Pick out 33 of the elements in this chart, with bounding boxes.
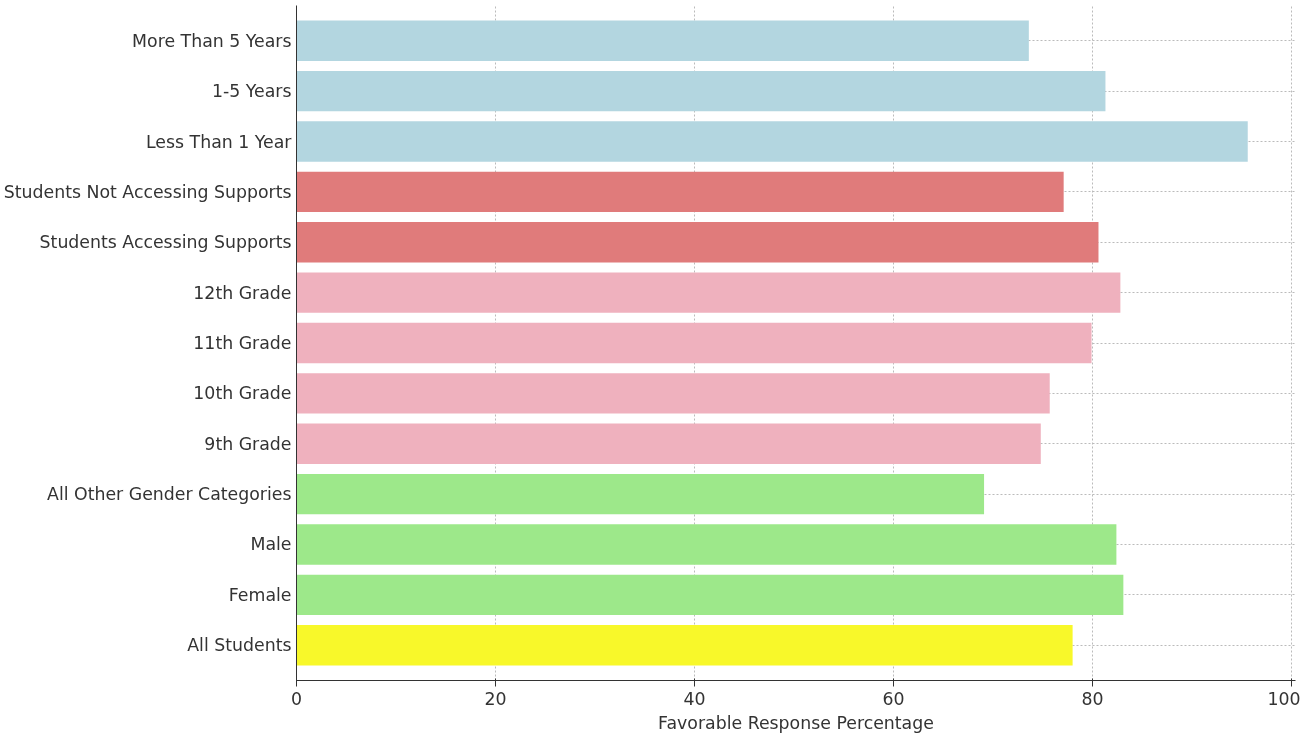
bar [296,121,1248,162]
bar [296,423,1041,464]
bar [296,473,985,515]
x-tick-label: 20 [484,688,507,709]
y-tick-label: Male [250,534,292,555]
y-tick-label: All Other Gender Categories [47,484,292,505]
x-tick-label: 40 [683,688,706,709]
y-tick-label: Less Than 1 Year [146,131,293,152]
bar [296,272,1121,313]
bar [296,625,1073,666]
bar [296,322,1092,364]
bar [296,20,1029,61]
x-tick-label: 0 [290,688,303,709]
bar [296,373,1050,414]
bar [296,70,1106,112]
y-tick-label: Students Accessing Supports [39,232,292,253]
y-tick-label: 9th Grade [204,433,292,454]
bar [296,524,1117,565]
bar [296,222,1099,263]
y-tick-label: 11th Grade [193,333,292,353]
x-tick-label: 80 [1081,688,1104,709]
x-tick-label: 60 [882,688,905,709]
y-tick-label: Students Not Accessing Supports [3,181,292,202]
y-tick-label: 1-5 Years [211,81,292,102]
y-tick-label: Female [228,584,292,605]
y-tick-label: More Than 5 Years [132,30,292,51]
bar [296,574,1124,616]
x-tick-label: 100 [1267,688,1301,709]
y-tick-label: 12th Grade [193,282,292,303]
bar [296,171,1064,213]
x-axis-title: Favorable Response Percentage [658,712,934,733]
y-tick-label: All Students [187,635,292,656]
y-tick-label: 10th Grade [193,383,292,404]
